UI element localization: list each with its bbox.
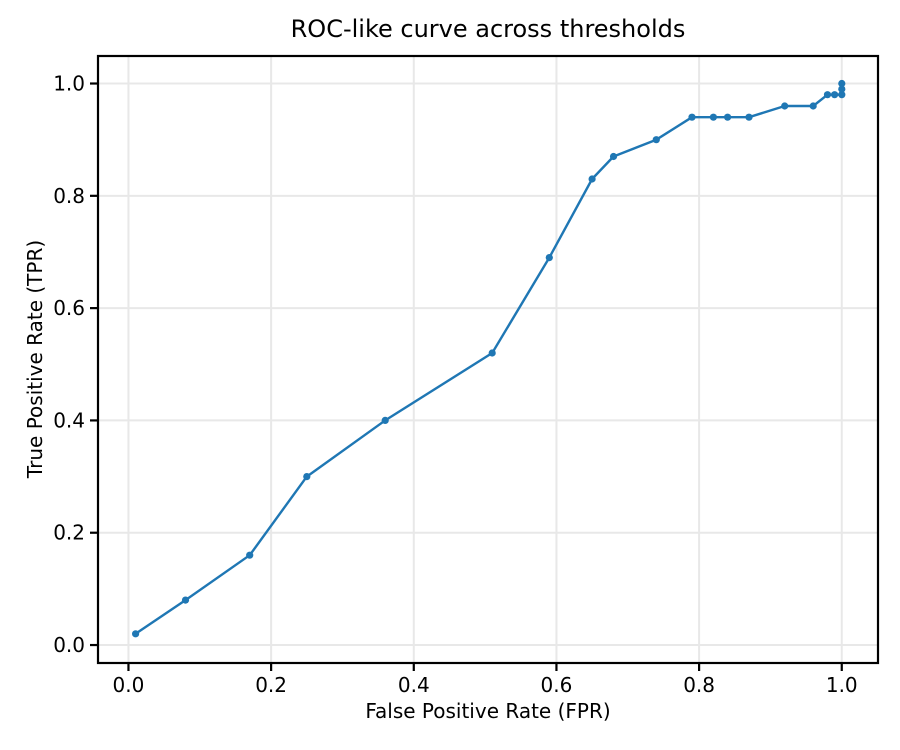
data-point-marker	[838, 79, 846, 88]
x-tick-label: 1.0	[826, 673, 858, 697]
x-tick-label: 0.4	[398, 673, 430, 697]
x-axis-label: False Positive Rate (FPR)	[365, 699, 611, 723]
data-point-marker	[745, 113, 753, 121]
data-point-marker	[488, 349, 496, 357]
chart-title: ROC-like curve across thresholds	[290, 15, 686, 43]
data-point-marker	[545, 254, 553, 262]
data-point-marker	[709, 113, 718, 121]
data-point-marker	[609, 152, 618, 161]
data-point-marker	[588, 175, 596, 183]
data-point-marker	[132, 630, 140, 638]
data-point-marker	[181, 596, 190, 604]
data-point-marker	[838, 85, 846, 93]
y-axis-label: True Positive Rate (TPR)	[23, 239, 47, 479]
data-point-marker	[688, 113, 696, 121]
y-tick-label: 0.8	[53, 184, 85, 208]
x-tick-label: 0.2	[255, 673, 287, 697]
data-point-marker	[838, 91, 846, 99]
roc-curve-line	[134, 82, 843, 635]
y-tick-label: 0.0	[53, 633, 85, 657]
data-point-marker	[303, 473, 311, 481]
axes-frame	[96, 54, 880, 665]
data-point-marker	[831, 91, 839, 99]
y-tick-label: 0.4	[53, 408, 85, 432]
data-point-marker	[781, 102, 789, 110]
y-tick-label: 0.2	[53, 521, 85, 545]
x-tick-label: 0.8	[683, 673, 715, 697]
y-tick-label: 1.0	[53, 72, 85, 96]
y-tick-label: 0.6	[53, 296, 85, 320]
data-point-marker	[381, 416, 389, 424]
data-point-marker	[652, 136, 660, 144]
data-point-marker	[823, 91, 832, 99]
data-point-marker	[724, 113, 732, 121]
x-tick-label: 0.6	[541, 673, 573, 697]
x-tick-label: 0.0	[113, 673, 145, 697]
data-point-marker	[809, 102, 817, 110]
data-point-marker	[246, 551, 254, 559]
